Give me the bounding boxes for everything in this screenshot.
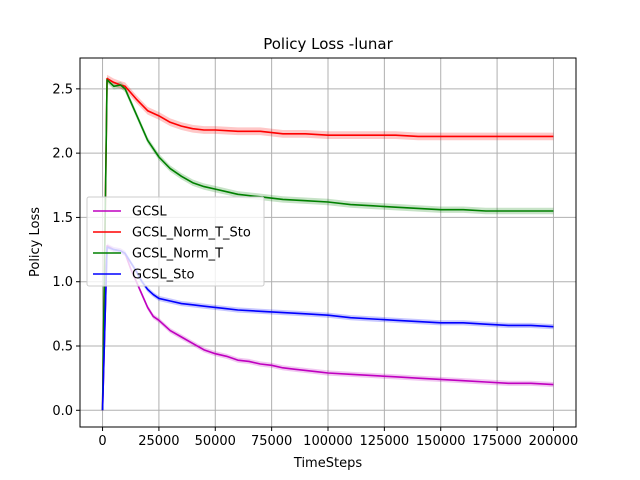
y-axis-ticks: 0.0 0.5 1.0 1.5 2.0 2.5 bbox=[52, 82, 80, 419]
y-axis-label: Policy Loss bbox=[28, 207, 43, 277]
x-tick-label: 0 bbox=[98, 434, 106, 449]
legend-label: GCSL bbox=[132, 205, 167, 220]
legend-box bbox=[86, 196, 265, 287]
grid-lines bbox=[80, 58, 576, 427]
band-gcsl-norm-t-sto bbox=[102, 74, 554, 411]
legend: GCSL GCSL_Norm_T_Sto GCSL_Norm_T GCSL_Sto bbox=[86, 196, 265, 287]
x-tick-label: 175000 bbox=[472, 434, 522, 449]
x-axis-ticks: 0 25000 50000 75000 100000 125000 150000 175000… bbox=[98, 427, 578, 449]
x-tick-label: 150000 bbox=[416, 434, 466, 449]
series-line-gcsl-norm-t bbox=[101, 79, 554, 411]
legend-label: GCSL_Norm_T_Sto bbox=[132, 226, 251, 241]
x-tick-label: 75000 bbox=[251, 434, 292, 449]
chart-title: Policy Loss -lunar bbox=[263, 35, 393, 53]
x-axis-label: TimeSteps bbox=[293, 456, 362, 471]
x-tick-label: 25000 bbox=[138, 434, 179, 449]
x-tick-label: 50000 bbox=[195, 434, 236, 449]
y-tick-label: 0.0 bbox=[52, 404, 73, 419]
legend-label: GCSL_Norm_T bbox=[132, 247, 223, 262]
x-tick-label: 200000 bbox=[529, 434, 579, 449]
y-tick-label: 2.0 bbox=[52, 147, 73, 162]
y-tick-label: 0.5 bbox=[52, 340, 73, 355]
series-line-gcsl-norm-t-sto bbox=[101, 77, 554, 411]
y-tick-label: 2.5 bbox=[52, 82, 73, 97]
x-tick-label: 125000 bbox=[360, 434, 410, 449]
legend-label: GCSL_Sto bbox=[132, 268, 194, 283]
confidence-bands bbox=[102, 74, 554, 411]
y-tick-label: 1.5 bbox=[52, 211, 73, 226]
y-tick-label: 1.0 bbox=[52, 275, 73, 290]
x-tick-label: 100000 bbox=[303, 434, 353, 449]
